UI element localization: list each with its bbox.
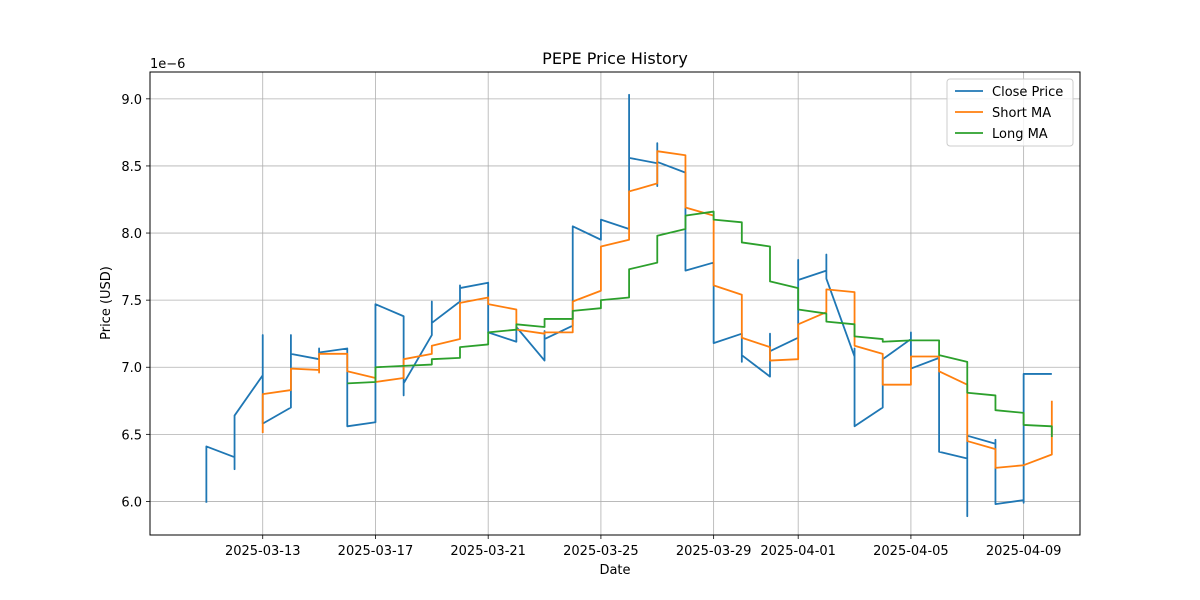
chart-title: PEPE Price History <box>542 49 688 68</box>
y-tick-label: 7.5 <box>121 294 142 309</box>
y-axis-ticks: 6.0 6.5 7.0 7.5 8.0 8.5 9.0 <box>121 93 150 510</box>
y-tick-label: 7.0 <box>121 361 142 376</box>
legend: Close Price Short MA Long MA <box>946 78 1074 147</box>
series-lines <box>205 93 1053 518</box>
x-tick-label: 2025-04-01 <box>760 544 836 559</box>
legend-label-long-ma: Long MA <box>992 127 1048 142</box>
x-axis-label: Date <box>599 563 630 578</box>
y-tick-label: 6.0 <box>121 495 142 510</box>
legend-label-short-ma: Short MA <box>992 106 1051 121</box>
x-axis-ticks: 2025-03-13 2025-03-17 2025-03-21 2025-03-25… <box>225 535 1061 559</box>
x-tick-label: 2025-03-13 <box>225 544 301 559</box>
y-tick-label: 6.5 <box>121 428 142 443</box>
x-tick-label: 2025-04-05 <box>873 544 949 559</box>
plot-frame <box>149 71 1081 536</box>
x-tick-label: 2025-03-29 <box>676 544 752 559</box>
y-tick-label: 8.0 <box>121 227 142 242</box>
grid-lines <box>150 72 1080 535</box>
legend-label-close-price: Close Price <box>992 85 1063 100</box>
legend-box <box>946 78 1074 147</box>
y-tick-label: 8.5 <box>121 160 142 175</box>
y-scale-label: 1e−6 <box>150 57 185 72</box>
x-tick-label: 2025-03-17 <box>338 544 414 559</box>
x-tick-label: 2025-03-21 <box>450 544 526 559</box>
series-line-close-price <box>205 93 1052 518</box>
x-tick-label: 2025-03-25 <box>563 544 639 559</box>
y-axis-label: Price (USD) <box>99 266 114 340</box>
y-tick-label: 9.0 <box>121 93 142 108</box>
x-tick-label: 2025-04-09 <box>986 544 1062 559</box>
series-line-long-ma <box>347 210 1053 438</box>
